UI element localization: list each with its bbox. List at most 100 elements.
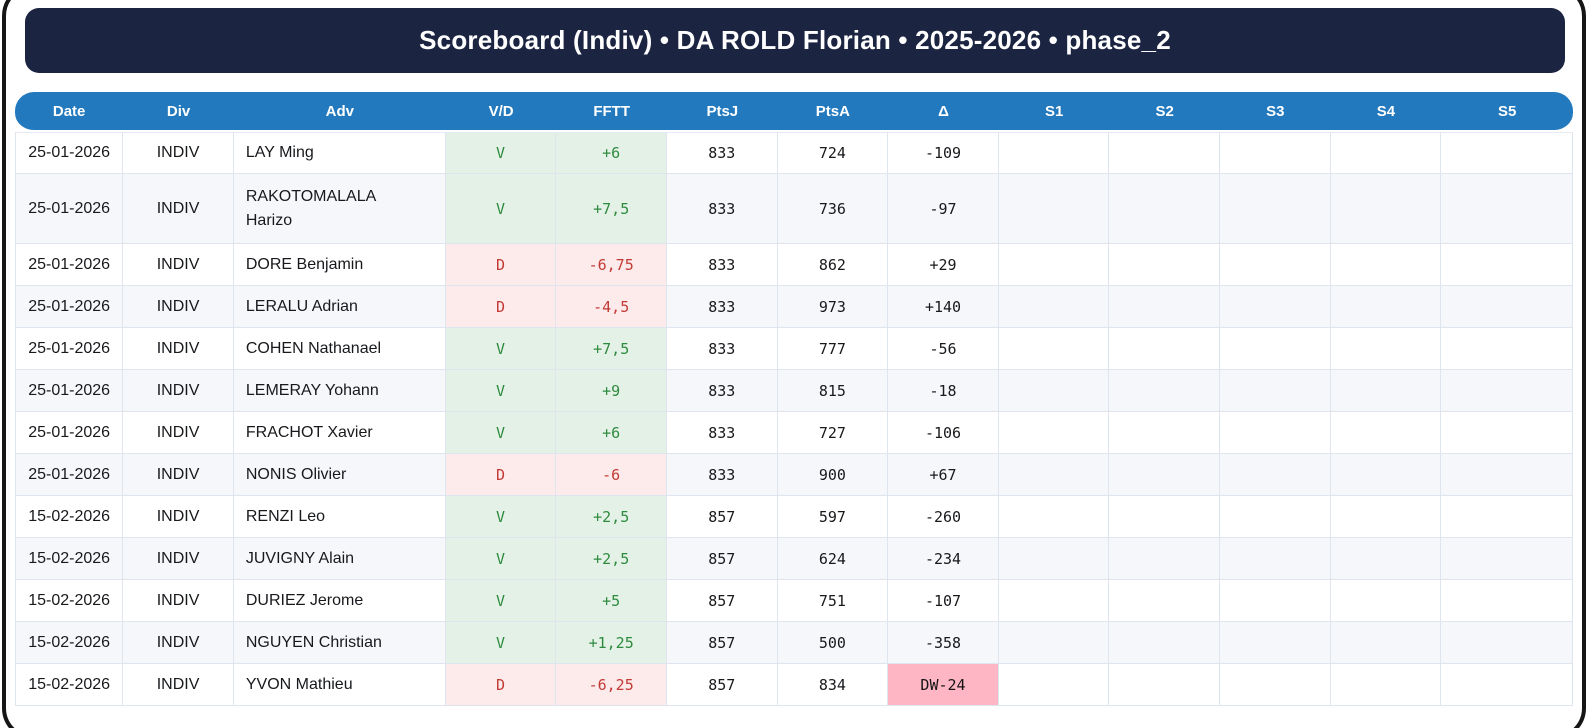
cell-s3 [1220,370,1331,412]
cell-date: 25-01-2026 [15,328,124,370]
cell-date: 15-02-2026 [15,580,124,622]
cell-ptsa: 500 [777,622,889,664]
cell-s3 [1220,538,1331,580]
cell-ptsa: 973 [777,286,889,328]
column-header-s1: S1 [998,92,1110,132]
cell-adv: COHEN Nathanael [233,328,446,370]
cell-s1 [998,454,1110,496]
cell-s3 [1220,286,1331,328]
cell-fftt: +6 [556,132,667,174]
column-header-v-d: V/D [445,92,557,132]
table-row: 25-01-2026 INDIV COHEN Nathanael V +7,5 833 77… [15,328,1573,370]
cell-vd: D [445,454,557,496]
cell-fftt: -6,75 [556,244,667,286]
cell-div: INDIV [123,580,234,622]
cell-s3 [1220,454,1331,496]
cell-s2 [1109,286,1221,328]
cell-s4 [1330,664,1442,706]
cell-div: INDIV [123,538,234,580]
cell-ptsa: 834 [777,664,889,706]
cell-s1 [998,244,1110,286]
cell-s3 [1220,244,1331,286]
table-body: 25-01-2026 INDIV LAY Ming V +6 833 724 -109 25-0… [15,132,1573,706]
cell-s3 [1220,412,1331,454]
cell-vd: V [445,538,557,580]
cell-s1 [998,174,1110,244]
cell-div: INDIV [123,132,234,174]
cell-s1 [998,328,1110,370]
table-row: 25-01-2026 INDIV LAY Ming V +6 833 724 -109 [15,132,1573,174]
cell-adv: RAKOTOMALALA Harizo [233,174,446,244]
cell-s2 [1109,370,1221,412]
cell-delta: -107 [888,580,999,622]
cell-s3 [1220,132,1331,174]
column-header-s5: S5 [1441,92,1573,132]
cell-vd: V [445,132,557,174]
cell-s1 [998,664,1110,706]
cell-s2 [1109,580,1221,622]
cell-ptsj: 857 [666,496,778,538]
cell-s4 [1330,244,1442,286]
cell-s1 [998,496,1110,538]
cell-ptsj: 857 [666,538,778,580]
cell-ptsj: 833 [666,370,778,412]
cell-fftt: +6 [556,412,667,454]
cell-date: 15-02-2026 [15,622,124,664]
cell-date: 15-02-2026 [15,538,124,580]
scoreboard-table: Date Div Adv V/D FFTT PtsJ PtsA Δ S1 S2 S3 S4 S5 25-… [15,92,1573,706]
cell-fftt: +1,25 [556,622,667,664]
cell-vd: D [445,286,557,328]
cell-fftt: +7,5 [556,328,667,370]
cell-s5 [1441,244,1573,286]
cell-s5 [1441,664,1573,706]
cell-ptsj: 857 [666,664,778,706]
cell-ptsa: 727 [777,412,889,454]
column-header-date: Date [15,92,124,132]
cell-fftt: +2,5 [556,538,667,580]
cell-delta: -234 [888,538,999,580]
cell-adv: JUVIGNY Alain [233,538,446,580]
cell-ptsj: 833 [666,328,778,370]
cell-vd: V [445,328,557,370]
cell-s4 [1330,622,1442,664]
cell-s1 [998,412,1110,454]
cell-fftt: -4,5 [556,286,667,328]
cell-delta: -18 [888,370,999,412]
cell-div: INDIV [123,664,234,706]
cell-s3 [1220,664,1331,706]
cell-s5 [1441,286,1573,328]
table-row: 25-01-2026 INDIV DORE Benjamin D -6,75 833 862… [15,244,1573,286]
cell-delta: -106 [888,412,999,454]
cell-adv: DORE Benjamin [233,244,446,286]
cell-adv: NONIS Olivier [233,454,446,496]
cell-ptsj: 833 [666,454,778,496]
column-header-div: Div [123,92,234,132]
cell-s1 [998,286,1110,328]
cell-ptsa: 597 [777,496,889,538]
cell-s1 [998,370,1110,412]
cell-fftt: -6,25 [556,664,667,706]
column-header-s3: S3 [1220,92,1331,132]
cell-s2 [1109,328,1221,370]
column-header-s2: S2 [1109,92,1221,132]
cell-s4 [1330,580,1442,622]
cell-s4 [1330,132,1442,174]
cell-s5 [1441,328,1573,370]
cell-date: 15-02-2026 [15,664,124,706]
column-header-s4: S4 [1330,92,1442,132]
cell-s1 [998,132,1110,174]
cell-adv: LERALU Adrian [233,286,446,328]
cell-s3 [1220,174,1331,244]
cell-adv: FRACHOT Xavier [233,412,446,454]
cell-vd: V [445,370,557,412]
cell-s3 [1220,328,1331,370]
cell-s5 [1441,412,1573,454]
cell-div: INDIV [123,370,234,412]
cell-ptsa: 751 [777,580,889,622]
cell-s2 [1109,132,1221,174]
cell-fftt: +7,5 [556,174,667,244]
cell-delta: +140 [888,286,999,328]
cell-delta: -358 [888,622,999,664]
cell-date: 25-01-2026 [15,244,124,286]
titlebar: Scoreboard (Indiv) • DA ROLD Florian • 2… [25,8,1565,73]
